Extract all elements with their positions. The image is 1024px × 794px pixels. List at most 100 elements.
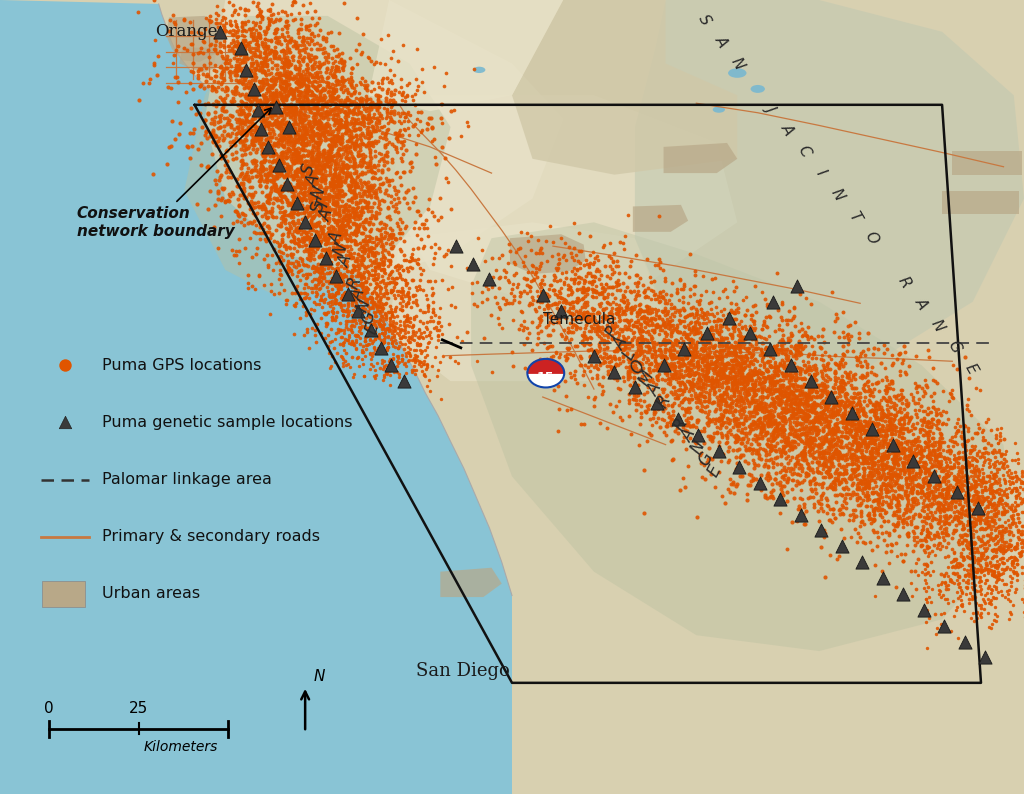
Point [595,280,611,293]
Point [812,502,828,515]
Point [362,155,379,168]
Point [715,353,731,365]
Point [315,272,332,284]
Point [334,71,350,84]
Point [459,261,475,274]
Point [919,511,935,523]
Point [931,500,947,513]
Point [956,563,973,576]
Point [358,281,375,294]
Point [519,273,536,286]
Point [288,36,304,48]
Point [618,335,635,348]
Point [518,279,535,291]
Point [372,155,388,168]
Point [238,71,254,83]
Point [902,441,919,454]
Point [267,71,284,84]
Point [249,129,265,142]
Point [672,314,688,327]
Point [238,43,254,56]
Point [838,450,854,463]
Point [754,331,770,344]
Point [657,308,674,321]
Point [900,481,916,494]
Point [313,127,330,140]
Point [305,245,322,257]
Point [315,186,332,198]
Point [271,183,288,195]
Point [629,334,645,347]
Point [951,557,968,570]
Point [986,504,1002,517]
Point [168,43,184,56]
Point [280,209,296,222]
Point [954,519,971,532]
Point [569,277,586,290]
Point [914,381,931,394]
Point [370,247,386,260]
Point [218,145,234,158]
Point [337,198,353,210]
Point [425,287,441,299]
Point [676,278,692,291]
Point [299,225,315,238]
Point [796,341,812,354]
Polygon shape [369,0,563,111]
Point [373,334,389,347]
Point [885,456,901,468]
Point [919,483,935,495]
Point [992,491,1009,504]
Point [263,184,280,197]
Point [364,246,380,259]
Point [773,387,790,399]
Point [697,327,714,340]
Point [779,404,796,417]
Point [332,116,348,129]
Point [379,211,395,224]
Point [860,513,877,526]
Point [618,301,635,314]
Point [880,467,896,480]
Point [1008,541,1024,553]
Point [229,42,246,55]
Point [846,418,862,431]
Point [355,340,372,353]
Point [771,384,787,397]
Point [810,505,826,518]
Point [415,283,431,296]
Point [1001,527,1018,540]
Point [344,172,360,185]
Point [939,549,955,562]
Point [944,435,961,448]
Point [163,82,179,94]
Point [947,470,964,483]
Point [969,607,985,620]
Point [264,112,281,125]
Point [274,134,291,147]
Point [469,276,485,288]
Point [631,322,647,335]
Point [944,561,961,573]
Point [662,318,678,330]
Point [937,491,953,504]
Point [230,60,247,73]
Point [551,252,567,265]
Point [323,300,339,313]
Point [337,262,353,275]
Point [966,488,982,501]
Point [294,193,310,206]
Point [635,304,651,317]
Point [247,135,263,148]
Point [387,276,403,289]
Point [816,386,833,399]
Point [821,426,838,439]
Point [724,379,740,391]
Point [323,246,339,259]
Point [869,455,886,468]
Point [772,445,788,458]
Point [289,269,305,282]
Point [342,133,358,146]
Point [687,264,703,277]
Point [863,462,880,475]
